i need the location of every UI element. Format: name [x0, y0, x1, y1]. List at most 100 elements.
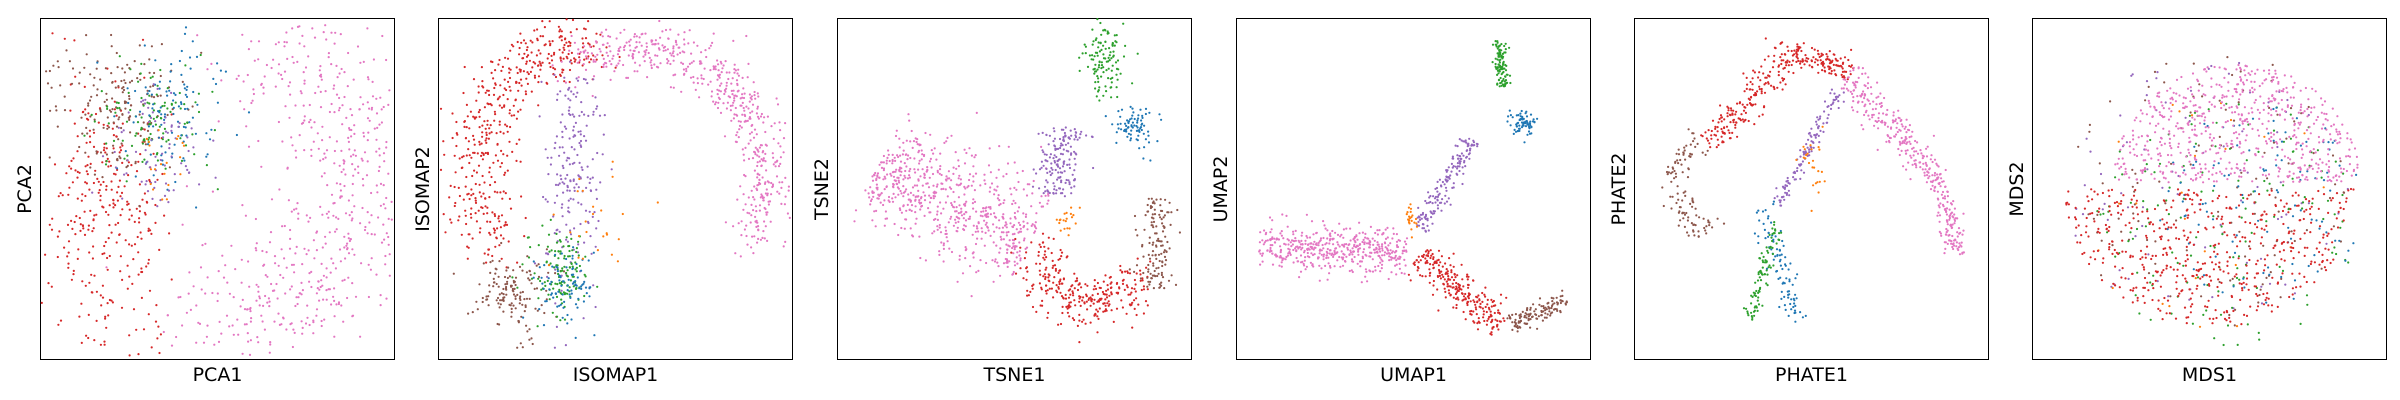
data-point	[274, 262, 277, 265]
data-point	[547, 173, 550, 176]
data-point	[963, 213, 966, 216]
data-point	[454, 171, 457, 174]
point-series-2	[1010, 232, 1152, 344]
data-point	[70, 167, 73, 170]
data-point	[730, 89, 733, 92]
data-point	[680, 90, 683, 93]
data-point	[904, 176, 907, 179]
data-point	[499, 303, 502, 306]
data-point	[1030, 224, 1033, 227]
scatter-plot-tsne	[853, 18, 1181, 344]
data-point	[200, 288, 203, 291]
data-point	[1162, 251, 1166, 254]
data-point	[1057, 287, 1060, 290]
data-point	[1142, 255, 1145, 258]
data-point	[723, 135, 727, 138]
data-point	[506, 169, 509, 172]
data-point	[1062, 128, 1065, 131]
data-point	[1264, 239, 1268, 242]
data-point	[298, 134, 301, 137]
data-point	[340, 170, 343, 174]
data-point	[979, 214, 982, 217]
data-point	[84, 284, 87, 287]
data-point	[143, 102, 147, 105]
data-point	[887, 195, 891, 199]
data-point	[536, 325, 539, 328]
data-point	[576, 91, 579, 94]
data-point	[324, 156, 327, 159]
data-point	[891, 159, 894, 163]
data-point	[950, 204, 954, 207]
data-point	[577, 130, 580, 133]
data-point	[750, 98, 753, 101]
data-point	[1025, 213, 1028, 216]
data-point	[734, 69, 737, 72]
data-point	[747, 157, 751, 160]
data-point	[503, 78, 506, 81]
data-point	[1006, 251, 1009, 254]
y-axis-label-tsne: TSNE2	[811, 158, 833, 220]
data-point	[502, 296, 505, 299]
data-point	[898, 137, 901, 140]
data-point	[186, 121, 189, 124]
data-point	[537, 297, 540, 300]
data-point	[178, 59, 181, 63]
data-point	[579, 133, 582, 136]
data-point	[1322, 247, 1325, 250]
data-point	[264, 274, 267, 277]
data-point	[574, 86, 577, 89]
data-point	[984, 231, 987, 234]
data-point	[602, 65, 605, 68]
data-point	[301, 289, 304, 292]
data-point	[1100, 67, 1103, 70]
data-point	[541, 20, 544, 23]
data-point	[1273, 237, 1276, 240]
data-point	[99, 294, 102, 297]
data-point	[1072, 294, 1075, 297]
data-point	[1120, 299, 1123, 302]
data-point	[1013, 232, 1016, 235]
data-point	[291, 144, 294, 147]
data-point	[1310, 220, 1314, 223]
data-point	[1383, 251, 1387, 254]
data-point	[1059, 146, 1062, 150]
data-point	[894, 134, 898, 138]
data-point	[575, 28, 578, 31]
data-point	[465, 175, 468, 179]
data-point	[246, 332, 249, 335]
data-point	[1393, 251, 1396, 254]
data-point	[1121, 306, 1124, 309]
data-point	[1387, 277, 1390, 281]
data-point	[510, 307, 513, 310]
data-point	[903, 174, 906, 177]
data-point	[897, 176, 900, 179]
data-point	[188, 171, 191, 174]
data-point	[1059, 291, 1062, 294]
data-point	[762, 159, 765, 162]
data-point	[737, 120, 740, 123]
data-point	[366, 27, 369, 30]
data-point	[370, 191, 373, 195]
data-point	[155, 93, 158, 96]
data-point	[1308, 236, 1312, 239]
data-point	[1065, 211, 1068, 214]
data-point	[173, 173, 176, 176]
data-point	[128, 334, 131, 337]
data-point	[1024, 247, 1027, 250]
data-point	[1368, 239, 1371, 242]
data-point	[254, 247, 257, 250]
data-point	[193, 153, 196, 156]
data-point	[164, 151, 167, 154]
data-point	[685, 67, 688, 70]
data-point	[300, 92, 303, 95]
data-point	[152, 109, 155, 112]
data-point	[568, 290, 571, 293]
data-point	[568, 163, 571, 166]
data-point	[289, 288, 292, 291]
data-point	[973, 189, 976, 192]
data-point	[572, 93, 575, 96]
data-point	[1467, 286, 1470, 289]
data-point	[933, 192, 936, 195]
data-point	[103, 252, 106, 255]
data-point	[375, 112, 379, 115]
